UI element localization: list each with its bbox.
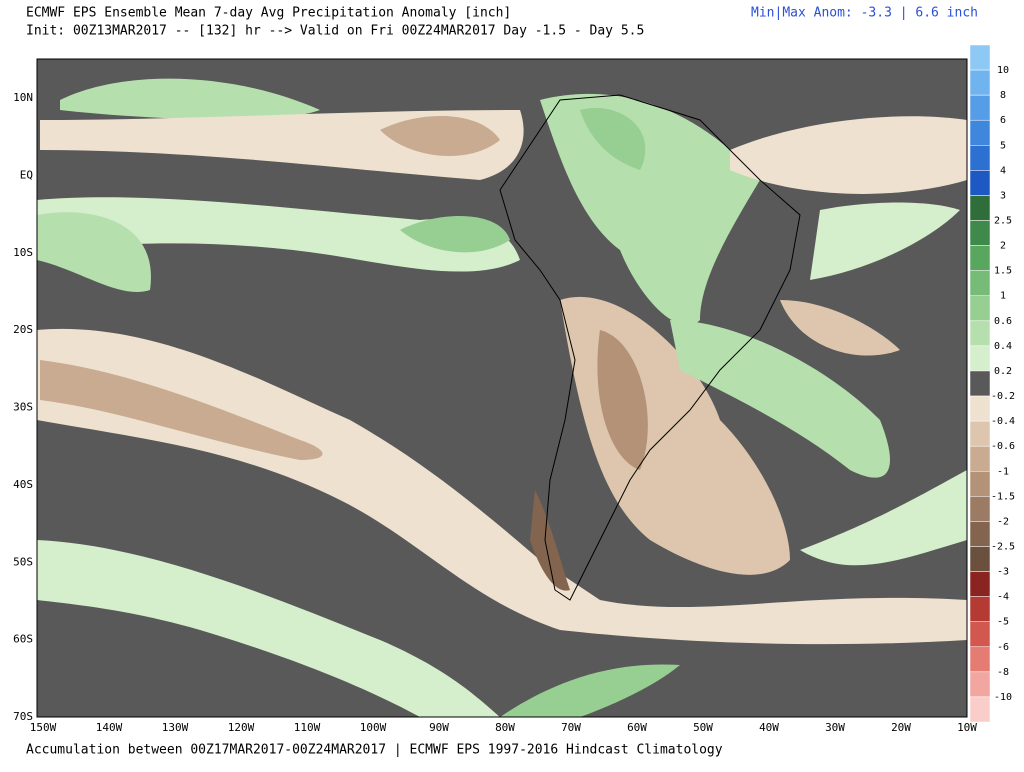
colorbar-swatch	[969, 596, 991, 622]
lon-label: 70W	[561, 721, 581, 734]
colorbar-swatch	[969, 295, 991, 322]
lon-label: 140W	[96, 721, 123, 734]
lon-label: 120W	[228, 721, 255, 734]
colorbar-label: 1.5	[994, 266, 1012, 277]
colorbar-label: -0.2	[991, 391, 1015, 402]
footer: Accumulation between 00Z17MAR2017-00Z24M…	[26, 743, 723, 758]
minmax: Min|Max Anom: -3.3 | 6.6 inch	[751, 6, 978, 21]
title: ECMWF EPS Ensemble Mean 7-day Avg Precip…	[26, 6, 511, 21]
colorbar-label: -0.4	[991, 416, 1015, 427]
colorbar-swatch	[969, 345, 991, 372]
colorbar-label: -1	[997, 466, 1009, 477]
colorbar-label: 0.2	[994, 366, 1012, 377]
colorbar-swatch	[969, 696, 991, 723]
lat-label: 50S	[13, 555, 33, 568]
lat-label: 20S	[13, 323, 33, 336]
colorbar-swatch	[969, 420, 991, 447]
lon-label: 50W	[693, 721, 713, 734]
colorbar-label: 0.4	[994, 341, 1012, 352]
lon-label: 80W	[495, 721, 515, 734]
lon-label: 130W	[162, 721, 189, 734]
colorbar-swatch	[969, 671, 991, 698]
lat-label: 10N	[13, 91, 33, 104]
subtitle: Init: 00Z13MAR2017 -- [132] hr --> Valid…	[26, 24, 644, 39]
colorbar-swatch	[969, 571, 991, 597]
colorbar-swatch	[969, 270, 991, 296]
colorbar-label: 1	[1000, 291, 1006, 302]
colorbar-swatch	[969, 370, 991, 397]
lat-label: 30S	[13, 401, 33, 414]
lat-label: EQ	[20, 168, 33, 181]
colorbar-swatch	[969, 471, 991, 497]
colorbar-swatch	[969, 145, 991, 171]
colorbar-swatch	[969, 521, 991, 547]
colorbar-label: 6	[1000, 115, 1006, 126]
lat-label: 70S	[13, 710, 33, 723]
colorbar-label: -5	[997, 617, 1009, 628]
lat-label: 60S	[13, 633, 33, 646]
colorbar-label: -2.5	[991, 541, 1015, 552]
lon-label: 40W	[759, 721, 779, 734]
lon-label: 100W	[360, 721, 387, 734]
colorbar-label: -4	[997, 592, 1009, 603]
colorbar-swatch	[969, 496, 991, 522]
lon-label: 90W	[429, 721, 449, 734]
colorbar-swatch	[969, 646, 991, 673]
map-frame	[36, 58, 968, 718]
colorbar-swatch	[969, 445, 991, 472]
colorbar-label: 4	[1000, 165, 1006, 176]
colorbar-label: -2	[997, 516, 1009, 527]
colorbar-swatch	[969, 44, 991, 71]
colorbar-label: 3	[1000, 190, 1006, 201]
lat-label: 40S	[13, 478, 33, 491]
colorbar-swatch	[969, 245, 991, 271]
colorbar-swatch	[969, 195, 991, 221]
colorbar-label: -0.6	[991, 441, 1015, 452]
colorbar-label: -1.5	[991, 491, 1015, 502]
lon-label: 150W	[30, 721, 57, 734]
colorbar-label: -3	[997, 567, 1009, 578]
colorbar-label: 5	[1000, 140, 1006, 151]
lon-label: 10W	[957, 721, 977, 734]
colorbar-swatch	[969, 395, 991, 422]
colorbar-label: 0.6	[994, 316, 1012, 327]
lon-label: 110W	[294, 721, 321, 734]
colorbar-label: 10	[997, 65, 1009, 76]
colorbar-label: 2.5	[994, 216, 1012, 227]
colorbar-label: 2	[1000, 241, 1006, 252]
colorbar-swatch	[969, 69, 991, 96]
colorbar-swatch	[969, 621, 991, 648]
colorbar-swatch	[969, 546, 991, 572]
colorbar-swatch	[969, 170, 991, 196]
colorbar-swatch	[969, 220, 991, 246]
colorbar-label: -8	[997, 667, 1009, 678]
lat-label: 10S	[13, 246, 33, 259]
colorbar-swatch	[969, 94, 991, 121]
lon-label: 30W	[825, 721, 845, 734]
colorbar-swatch	[969, 320, 991, 347]
lon-label: 60W	[627, 721, 647, 734]
lon-label: 20W	[891, 721, 911, 734]
anomaly-fields	[37, 78, 967, 717]
colorbar-swatch	[969, 119, 991, 146]
continent-outline	[499, 94, 801, 601]
map-area	[36, 58, 968, 718]
colorbar-label: -10	[994, 692, 1012, 703]
colorbar-label: 8	[1000, 90, 1006, 101]
colorbar-label: -6	[997, 642, 1009, 653]
